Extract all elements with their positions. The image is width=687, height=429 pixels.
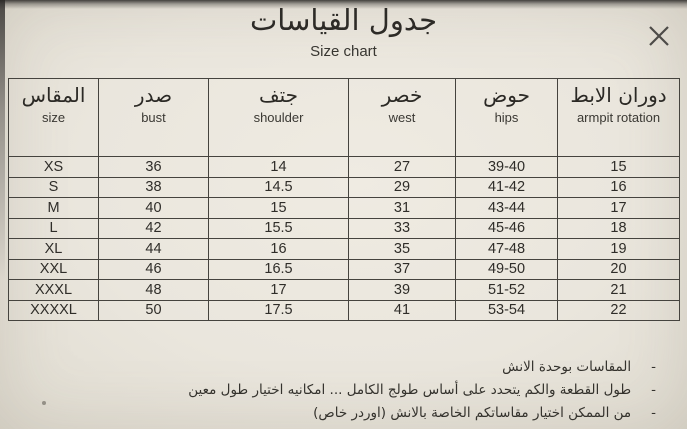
cell-size: XXXL [8, 279, 99, 301]
cell-size: S [8, 176, 99, 198]
cell-hips: 45-46 [455, 217, 558, 239]
cell-bust: 38 [98, 176, 209, 198]
table-row-s: S 38 14.5 29 41-42 16 [8, 176, 680, 198]
table-row-m: M 40 15 31 43-44 17 [8, 197, 680, 219]
cell-west: 39 [348, 279, 456, 301]
col-header-shoulder-en: shoulder [253, 110, 304, 125]
cell-bust: 48 [98, 279, 209, 301]
cell-size: XL [8, 238, 99, 260]
footnote-custom-order: - من الممكن اختيار مقاساتكم الخاصة بالانش… [96, 402, 656, 425]
size-chart-table: المقاس size صدر bust جتف shoulder خصر we… [8, 78, 680, 321]
cell-armpit: 21 [557, 279, 680, 301]
cell-size: XXL [8, 258, 99, 280]
cell-armpit: 18 [557, 217, 680, 239]
cell-west: 29 [348, 176, 456, 198]
cell-bust: 44 [98, 238, 209, 260]
cell-hips: 53-54 [455, 299, 558, 321]
cell-west: 27 [348, 156, 456, 178]
cell-size: XXXXL [8, 299, 99, 321]
cell-armpit: 17 [557, 197, 680, 219]
col-header-hips: حوض hips [455, 78, 558, 157]
cell-bust: 42 [98, 217, 209, 239]
cell-west: 35 [348, 238, 456, 260]
cell-hips: 47-48 [455, 238, 558, 260]
bullet-dash: - [651, 405, 656, 421]
table-row-xs: XS 36 14 27 39-40 15 [8, 156, 680, 178]
col-header-bust-en: bust [141, 110, 166, 125]
col-header-size: المقاس size [8, 78, 99, 157]
col-header-size-ar: المقاس [21, 83, 86, 107]
cell-shoulder: 17.5 [208, 299, 349, 321]
footnote-units: - المقاسات بوحدة الانش [96, 356, 656, 379]
cell-shoulder: 16.5 [208, 258, 349, 280]
cell-shoulder: 17 [208, 279, 349, 301]
footnotes: - المقاسات بوحدة الانش - طول القطعة والكم … [96, 356, 656, 425]
table-row-xxl: XXL 46 16.5 37 49-50 20 [8, 258, 680, 280]
page-title-arabic: جدول القياسات [249, 3, 438, 37]
col-header-armpit-rotation: دوران الابط armpit rotation [557, 78, 680, 157]
cell-west: 41 [348, 299, 456, 321]
table-row-xl: XL 44 16 35 47-48 19 [8, 238, 680, 260]
col-header-bust: صدر bust [98, 78, 209, 157]
page-title-english: Size chart [310, 43, 377, 60]
photo-left-edge [0, 0, 5, 280]
cell-bust: 36 [98, 156, 209, 178]
cell-hips: 41-42 [455, 176, 558, 198]
col-header-shoulder-ar: جتف [258, 83, 299, 107]
cell-west: 31 [348, 197, 456, 219]
col-header-west-ar: خصر [381, 83, 423, 107]
dust-speck [42, 401, 46, 405]
cell-west: 33 [348, 217, 456, 239]
footnote-text: من الممكن اختيار مقاساتكم الخاصة بالانش … [313, 405, 632, 421]
col-header-bust-ar: صدر [134, 83, 173, 107]
cell-size: L [8, 217, 99, 239]
col-header-size-en: size [41, 110, 66, 125]
footnote-text: المقاسات بوحدة الانش [502, 359, 632, 375]
cell-armpit: 19 [557, 238, 680, 260]
footnote-length: - طول القطعة والكم يتحدد على أساس طولج ال… [96, 379, 656, 402]
cell-shoulder: 15 [208, 197, 349, 219]
table-row-l: L 42 15.5 33 45-46 18 [8, 217, 680, 239]
cell-shoulder: 16 [208, 238, 349, 260]
cell-armpit: 22 [557, 299, 680, 321]
cell-shoulder: 15.5 [208, 217, 349, 239]
cell-bust: 50 [98, 299, 209, 321]
cell-armpit: 20 [557, 258, 680, 280]
cell-size: XS [8, 156, 99, 178]
cell-hips: 39-40 [455, 156, 558, 178]
cell-bust: 40 [98, 197, 209, 219]
cell-armpit: 15 [557, 156, 680, 178]
cell-size: M [8, 197, 99, 219]
footnote-text: طول القطعة والكم يتحدد على أساس طولج الك… [188, 382, 632, 398]
col-header-armpit-rotation-en: armpit rotation [576, 110, 661, 125]
col-header-armpit-rotation-ar: دوران الابط [570, 83, 667, 107]
col-header-west-en: west [388, 110, 416, 125]
col-header-hips-ar: حوض [483, 83, 530, 107]
table-row-xxxl: XXXL 48 17 39 51-52 21 [8, 279, 680, 301]
cell-armpit: 16 [557, 176, 680, 198]
close-icon[interactable] [644, 22, 674, 52]
bullet-dash: - [651, 359, 656, 375]
col-header-shoulder: جتف shoulder [208, 78, 349, 157]
bullet-dash: - [651, 382, 656, 398]
cell-hips: 49-50 [455, 258, 558, 280]
cell-shoulder: 14 [208, 156, 349, 178]
cell-shoulder: 14.5 [208, 176, 349, 198]
cell-hips: 51-52 [455, 279, 558, 301]
col-header-west: خصر west [348, 78, 456, 157]
cell-bust: 46 [98, 258, 209, 280]
cell-west: 37 [348, 258, 456, 280]
col-header-hips-en: hips [494, 110, 519, 125]
cell-hips: 43-44 [455, 197, 558, 219]
table-row-xxxxl: XXXXL 50 17.5 41 53-54 22 [8, 299, 680, 321]
header-row: المقاس size صدر bust جتف shoulder خصر we… [8, 78, 680, 157]
photo-top-edge [0, 0, 687, 9]
